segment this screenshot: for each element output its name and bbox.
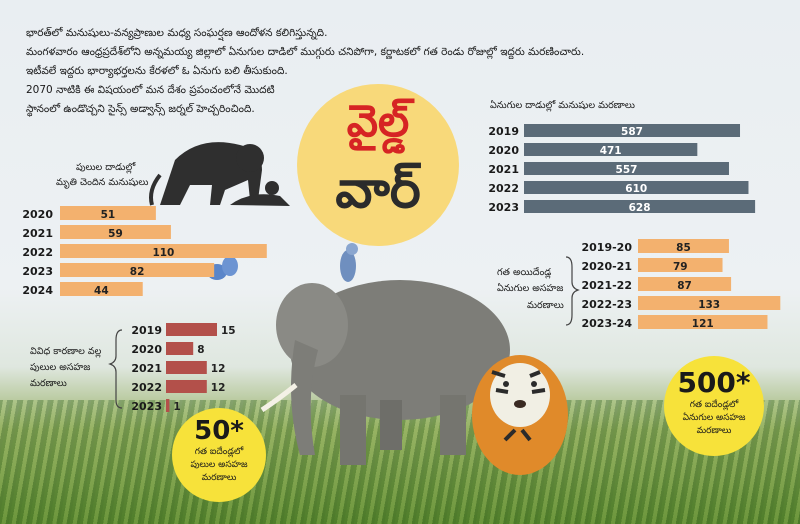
- data-label: 133: [698, 299, 720, 311]
- data-label: 121: [692, 318, 714, 330]
- category-label: 2021-22: [582, 279, 633, 292]
- intro-line-4: 2070 నాటికి ఈ విషయంలో మన దేశం ప్రపంచంలోన…: [26, 84, 275, 96]
- tiger-unnatural-deaths-chart: 2019 15 2020 8 2021 12 2022 12 2023 1: [108, 323, 236, 413]
- data-label: 79: [673, 261, 688, 273]
- bar: [638, 258, 723, 272]
- tiger-unnatural-title-2: పులుల అసహజ: [30, 362, 91, 373]
- elephant-unnatural-title-1: గత అయిదేండ్ల: [497, 267, 552, 278]
- tiger-attack-chart: 2020 51 2021 59 2022 110 2023 82 2024 44: [22, 206, 267, 297]
- category-label: 2022: [488, 182, 519, 195]
- bar: [166, 399, 170, 412]
- data-label: 85: [676, 242, 691, 254]
- tiger-attack-icon: [149, 142, 290, 206]
- elephant-total-caption-3: మరణాలు: [696, 426, 732, 436]
- category-label: 2022-23: [582, 298, 633, 311]
- elephant-total-badge: 500* గత ఐదేండ్లలో ఏనుగుల అసహజ మరణాలు: [664, 356, 764, 456]
- elephant-icon: [260, 280, 510, 465]
- category-label: 2021: [488, 163, 519, 176]
- data-label: 628: [629, 202, 651, 214]
- intro-line-3: ఇటీవలే ఇద్దరు భార్యాభర్తలను కేరళలో ఓ ఏను…: [26, 65, 288, 77]
- category-label: 2020: [22, 208, 53, 221]
- tiger-attack-chart-title-1: పులుల దాడుల్లో: [76, 162, 136, 173]
- bar: [166, 380, 207, 393]
- tiger-total-badge: 50* గత ఐదేండ్లలో పులుల అసహజ మరణాలు: [172, 408, 266, 502]
- category-label: 2021: [131, 362, 162, 375]
- elephant-unnatural-title-3: మరణాలు: [527, 300, 564, 311]
- category-label: 2023: [488, 201, 519, 214]
- data-label: 110: [152, 247, 174, 259]
- bar: [638, 239, 729, 253]
- data-label: 12: [211, 363, 226, 375]
- bar: [60, 263, 215, 277]
- data-label: 12: [211, 382, 226, 394]
- bar: [638, 277, 732, 291]
- intro-line-1: భారత్‌లో మనుషులు-వన్యప్రాణుల మధ్య సంఘర్ష…: [26, 27, 328, 39]
- data-label: 471: [600, 145, 622, 157]
- elephant-total-caption-1: గత ఐదేండ్లలో: [689, 400, 739, 410]
- elephant-attack-chart: 2019 587 2020 471 2021 557 2022 610 2023 628: [488, 124, 756, 214]
- tiger-attack-chart-title-2: మృతి చెందిన మనుషులు: [56, 177, 149, 188]
- tiger-unnatural-title-3: మరణాలు: [30, 378, 67, 389]
- category-label: 2023: [131, 400, 162, 413]
- tiger-total-caption-1: గత ఐదేండ్లలో: [194, 447, 244, 457]
- title-circle: వైల్డ్ వార్: [297, 84, 459, 246]
- bird-icon: [340, 243, 358, 282]
- tiger-unnatural-title-1: వివిధ కారణాల వల్ల: [30, 346, 102, 357]
- tiger-total-caption-2: పులుల అసహజ: [190, 460, 248, 470]
- data-label: 51: [101, 209, 116, 221]
- bar: [60, 244, 267, 258]
- bar: [524, 162, 729, 175]
- data-label: 87: [677, 280, 692, 292]
- intro-line-5: స్థానంలో ఉండొచ్చని సైన్స్ అడ్వాన్స్ జర్న…: [26, 103, 255, 115]
- data-label: 15: [221, 325, 236, 337]
- category-label: 2019: [131, 324, 162, 337]
- data-label: 59: [108, 228, 123, 240]
- bar: [166, 323, 217, 336]
- bar: [524, 181, 749, 194]
- tiger-total-caption-3: మరణాలు: [201, 473, 237, 483]
- intro-line-2: మంగళవారం ఆంధ్రప్రదేశ్‌లోని అన్నమయ్య జిల్…: [26, 46, 585, 58]
- bar: [524, 124, 741, 137]
- category-label: 2024: [22, 284, 53, 297]
- category-label: 2022: [22, 246, 53, 259]
- category-label: 2019-20: [582, 241, 633, 254]
- tiger-icon: [472, 355, 568, 475]
- elephant-unnatural-title-2: ఏనుగుల అసహజ: [497, 283, 564, 294]
- data-label: 44: [94, 285, 109, 297]
- data-label: 82: [130, 266, 145, 278]
- bar: [60, 206, 156, 220]
- elephant-total-value: 500*: [677, 366, 751, 399]
- tiger-total-value: 50*: [194, 416, 244, 446]
- title-line-1: వైల్డ్: [346, 96, 410, 147]
- title-line-2: వార్: [335, 160, 421, 220]
- bar: [524, 200, 756, 213]
- data-label: 8: [197, 344, 204, 356]
- bar: [60, 225, 171, 239]
- bar: [638, 296, 781, 310]
- category-label: 2021: [22, 227, 53, 240]
- category-label: 2019: [488, 125, 519, 138]
- bar: [524, 143, 698, 156]
- bar: [60, 282, 143, 296]
- data-label: 1: [173, 401, 180, 413]
- data-label: 557: [616, 164, 638, 176]
- category-label: 2023-24: [582, 317, 633, 330]
- bar: [166, 342, 194, 355]
- bar: [638, 315, 768, 329]
- elephant-chart-title: ఏనుగుల దాడుల్లో మనుషుల మరణాలు: [490, 100, 635, 111]
- category-label: 2020-21: [582, 260, 633, 273]
- category-label: 2020: [488, 144, 519, 157]
- data-label: 610: [625, 183, 647, 195]
- elephant-total-caption-2: ఏనుగుల అసహజ: [682, 413, 746, 423]
- category-label: 2023: [22, 265, 53, 278]
- category-label: 2022: [131, 381, 162, 394]
- intro-text: భారత్‌లో మనుషులు-వన్యప్రాణుల మధ్య సంఘర్ష…: [26, 24, 586, 119]
- bar: [166, 361, 207, 374]
- elephant-unnatural-deaths-chart: 2019-20 85 2020-21 79 2021-22 87 2022-23 133 202…: [565, 239, 781, 330]
- data-label: 587: [621, 126, 643, 138]
- category-label: 2020: [131, 343, 162, 356]
